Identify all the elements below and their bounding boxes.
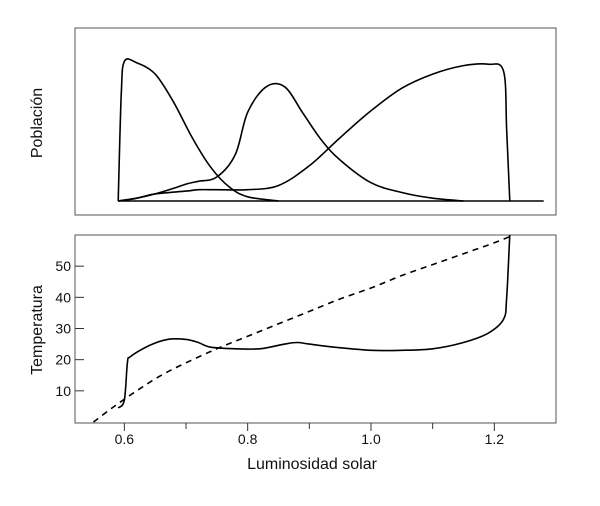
bottom-axis-ticks: 0.6 0.8 1.0 1.2 10 20 30 40 50 — [55, 258, 504, 447]
x-axis-label: Luminosidad solar — [247, 456, 378, 473]
bottom-y-axis-label: Temperatura — [29, 285, 46, 375]
top-panel-frame — [74, 27, 557, 216]
top-plot-area — [117, 58, 544, 202]
y-tick-label: 40 — [55, 289, 71, 305]
population-series-3-line — [118, 63, 511, 202]
x-tick-label: 1.2 — [485, 431, 505, 447]
x-tick-label: 0.8 — [238, 431, 258, 447]
x-tick-label: 0.6 — [115, 431, 135, 447]
y-tick-label: 10 — [55, 383, 71, 399]
x-tick-label: 1.0 — [361, 431, 381, 447]
y-tick-label: 20 — [55, 352, 71, 368]
population-series-2-line — [118, 82, 464, 202]
y-tick-label: 30 — [55, 321, 71, 337]
y-tick-label: 50 — [55, 258, 71, 274]
temperature-dashed-line — [93, 235, 511, 423]
temperature-solid-line — [117, 234, 511, 409]
population-series-1-line — [117, 58, 279, 202]
top-y-axis-label: Población — [29, 88, 46, 158]
bottom-panel-frame — [74, 234, 557, 424]
bottom-plot-area — [93, 234, 511, 423]
